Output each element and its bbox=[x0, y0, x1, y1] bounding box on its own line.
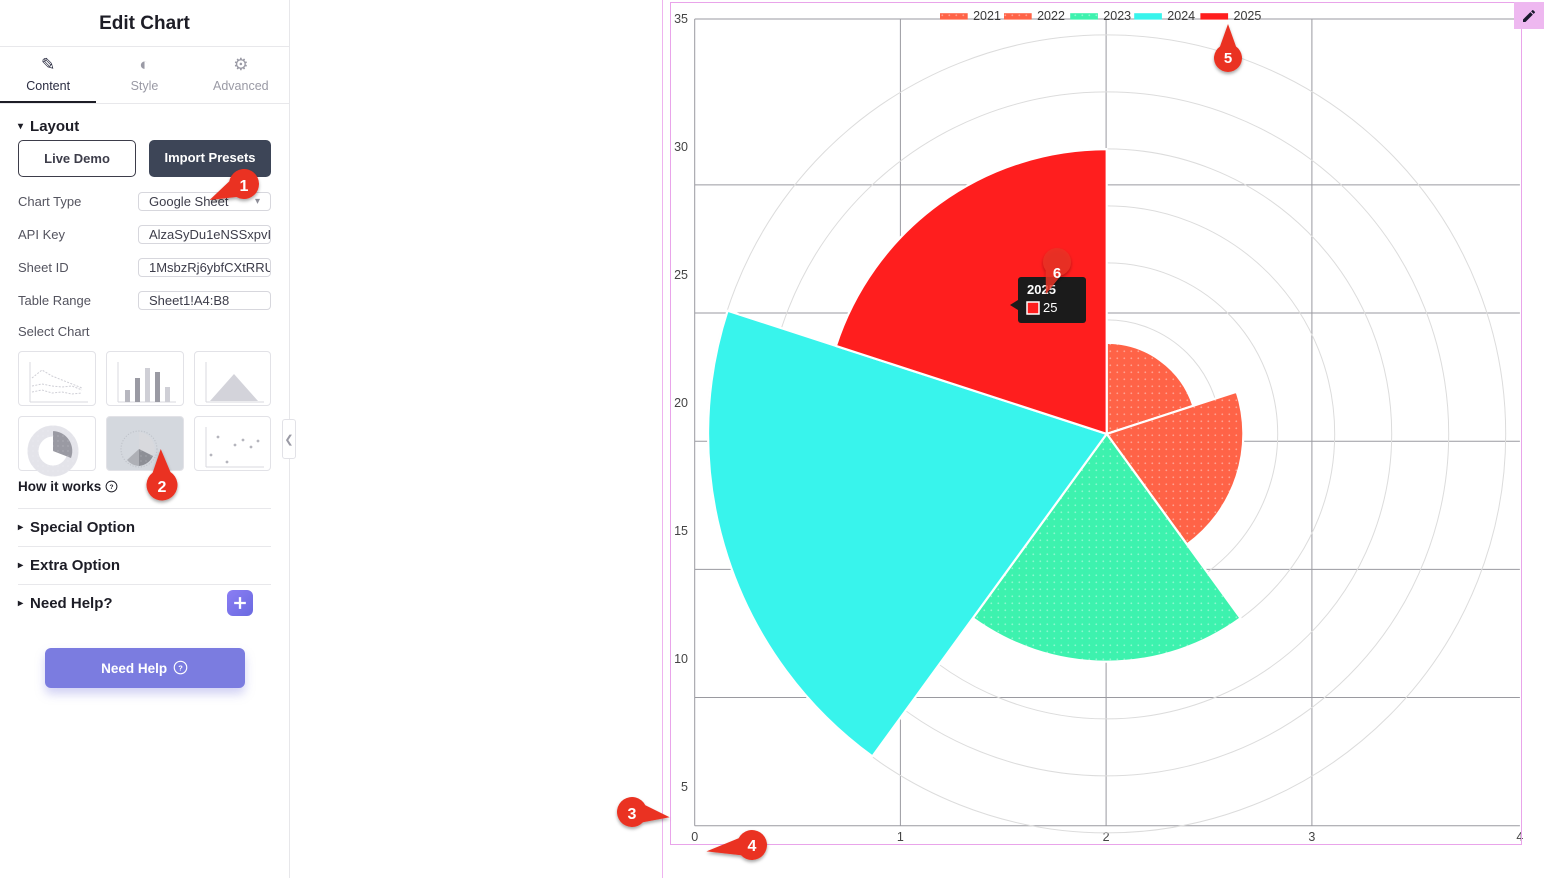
svg-text:?: ? bbox=[178, 663, 183, 672]
svg-text:3: 3 bbox=[628, 806, 637, 823]
svg-text:?: ? bbox=[110, 483, 114, 490]
